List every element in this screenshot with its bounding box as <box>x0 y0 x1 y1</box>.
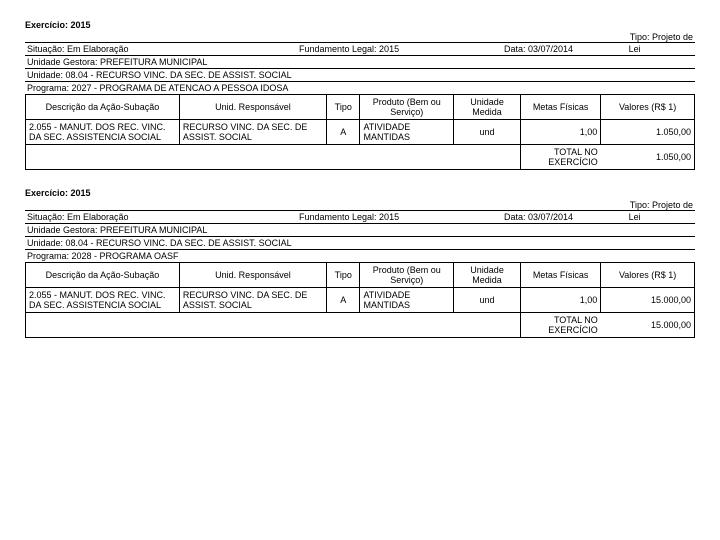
unidade-gestora-label: Unidade Gestora: PREFEITURA MUNICIPAL <box>25 223 695 236</box>
situacao-label: Situação: Em Elaboração <box>25 211 297 223</box>
exercicio-label: Exercício: 2015 <box>25 188 695 198</box>
th-prod: Produto (Bem ou Serviço) <box>360 263 454 288</box>
data-label: Data: 03/07/2014 <box>502 211 627 223</box>
tipo-label: Tipo: Projeto de <box>630 32 695 42</box>
data-label: Data: 03/07/2014 <box>502 43 627 55</box>
cell-umed: und <box>454 120 521 145</box>
report-section-0: Exercício: 2015 Tipo: Projeto de Situaçã… <box>25 20 695 170</box>
cell-val: 15.000,00 <box>601 288 695 313</box>
table-row: 2.055 - MANUT. DOS REC. VINC. DA SEC. AS… <box>26 288 695 313</box>
th-unid: Unid. Responsável <box>179 263 326 288</box>
data-table: Descrição da Ação-Subação Unid. Responsá… <box>25 262 695 338</box>
programa-label: Programa: 2027 - PROGRAMA DE ATENCAO A P… <box>25 81 695 94</box>
th-umed: Unidade Medida <box>454 95 521 120</box>
th-val: Valores (R$ 1) <box>601 263 695 288</box>
table-row: 2.055 - MANUT. DOS REC. VINC. DA SEC. AS… <box>26 120 695 145</box>
cell-unid: RECURSO VINC. DA SEC. DE ASSIST. SOCIAL <box>179 120 326 145</box>
total-row: TOTAL NO EXERCÍCIO 15.000,00 <box>26 313 695 338</box>
th-desc: Descrição da Ação-Subação <box>26 95 180 120</box>
fundamento-label: Fundamento Legal: 2015 <box>297 211 502 223</box>
total-row: TOTAL NO EXERCÍCIO 1.050,00 <box>26 145 695 170</box>
th-metas: Metas Físicas <box>521 95 601 120</box>
cell-tipo: A <box>327 120 360 145</box>
th-desc: Descrição da Ação-Subação <box>26 263 180 288</box>
cell-prod: ATIVIDADE MANTIDAS <box>360 120 454 145</box>
th-unid: Unid. Responsável <box>179 95 326 120</box>
cell-metas: 1,00 <box>521 120 601 145</box>
total-value: 15.000,00 <box>601 313 695 338</box>
cell-prod: ATIVIDADE MANTIDAS <box>360 288 454 313</box>
exercicio-label: Exercício: 2015 <box>25 20 695 30</box>
cell-metas: 1,00 <box>521 288 601 313</box>
programa-label: Programa: 2028 - PROGRAMA OASF <box>25 249 695 262</box>
data-table: Descrição da Ação-Subação Unid. Responsá… <box>25 94 695 170</box>
tipo-label: Tipo: Projeto de <box>630 200 695 210</box>
total-label: TOTAL NO EXERCÍCIO <box>521 145 601 170</box>
unidade-gestora-label: Unidade Gestora: PREFEITURA MUNICIPAL <box>25 55 695 68</box>
total-value: 1.050,00 <box>601 145 695 170</box>
cell-tipo: A <box>327 288 360 313</box>
cell-val: 1.050,00 <box>601 120 695 145</box>
report-section-1: Exercício: 2015 Tipo: Projeto de Situaçã… <box>25 188 695 338</box>
total-label: TOTAL NO EXERCÍCIO <box>521 313 601 338</box>
cell-desc: 2.055 - MANUT. DOS REC. VINC. DA SEC. AS… <box>26 120 180 145</box>
situacao-label: Situação: Em Elaboração <box>25 43 297 55</box>
cell-desc: 2.055 - MANUT. DOS REC. VINC. DA SEC. AS… <box>26 288 180 313</box>
th-tipo: Tipo <box>327 263 360 288</box>
th-tipo: Tipo <box>327 95 360 120</box>
th-umed: Unidade Medida <box>454 263 521 288</box>
tipo-lei-label: Lei <box>627 43 711 55</box>
fundamento-label: Fundamento Legal: 2015 <box>297 43 502 55</box>
cell-unid: RECURSO VINC. DA SEC. DE ASSIST. SOCIAL <box>179 288 326 313</box>
tipo-lei-label: Lei <box>627 211 711 223</box>
unidade-label: Unidade: 08.04 - RECURSO VINC. DA SEC. D… <box>25 68 695 81</box>
th-metas: Metas Físicas <box>521 263 601 288</box>
cell-umed: und <box>454 288 521 313</box>
unidade-label: Unidade: 08.04 - RECURSO VINC. DA SEC. D… <box>25 236 695 249</box>
th-val: Valores (R$ 1) <box>601 95 695 120</box>
th-prod: Produto (Bem ou Serviço) <box>360 95 454 120</box>
